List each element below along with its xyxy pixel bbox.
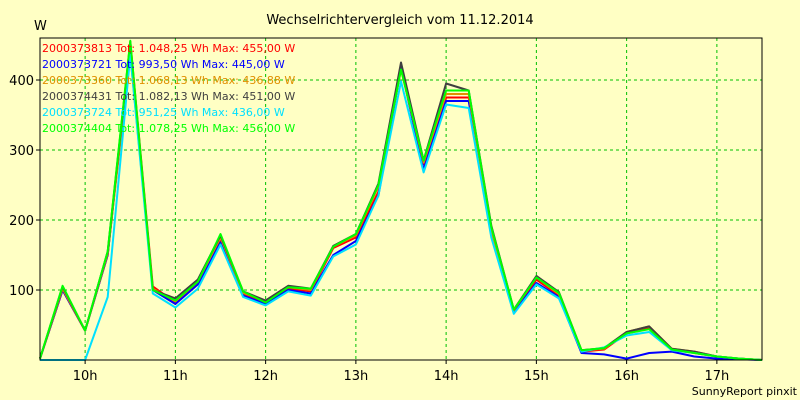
x-tick-label: 11h: [163, 369, 188, 384]
x-tick-label: 16h: [614, 369, 639, 384]
legend: 2000373813 Tot: 1.048,25 Wh Max: 455,00 …: [42, 42, 295, 135]
legend-entry-2000373721: 2000373721 Tot: 993,50 Wh Max: 445,00 W: [42, 58, 285, 71]
x-tick-label: 13h: [343, 369, 368, 384]
x-tick-label: 12h: [253, 369, 278, 384]
chart-title: Wechselrichtervergleich vom 11.12.2014: [266, 13, 533, 28]
legend-entry-2000374404: 2000374404 Tot: 1.078,25 Wh Max: 456,00 …: [42, 122, 295, 135]
x-tick-label: 15h: [524, 369, 549, 384]
y-axis-label: W: [34, 19, 47, 34]
x-tick-label: 17h: [704, 369, 729, 384]
footer-credit: SunnyReport pinxit: [692, 385, 798, 398]
x-tick-label: 10h: [73, 369, 98, 384]
grid: [40, 38, 762, 360]
axes: 100 200 300 400 10h 11h 12h 13h 14h 15h 16h 17h: [9, 37, 763, 384]
y-tick-label: 300: [9, 144, 34, 159]
series-line-2000373724: [40, 53, 763, 361]
x-tick-label: 14h: [434, 369, 459, 384]
y-tick-label: 100: [9, 284, 34, 299]
legend-entry-2000373724: 2000373724 Tot: 951,25 Wh Max: 436,00 W: [42, 106, 285, 119]
y-tick-label: 200: [9, 214, 34, 229]
legend-entry-2000373360: 2000373360 Tot: 1.068,13 Wh Max: 436,88 …: [42, 74, 295, 87]
series-line-2000374404: [39, 39, 763, 361]
legend-entry-2000374431: 2000374431 Tot: 1.082,13 Wh Max: 451,00 …: [42, 90, 295, 103]
series-layer: [39, 39, 763, 361]
plot-frame: [39, 37, 763, 361]
legend-entry-2000373813: 2000373813 Tot: 1.048,25 Wh Max: 455,00 …: [42, 42, 295, 55]
y-tick-label: 400: [9, 74, 34, 89]
